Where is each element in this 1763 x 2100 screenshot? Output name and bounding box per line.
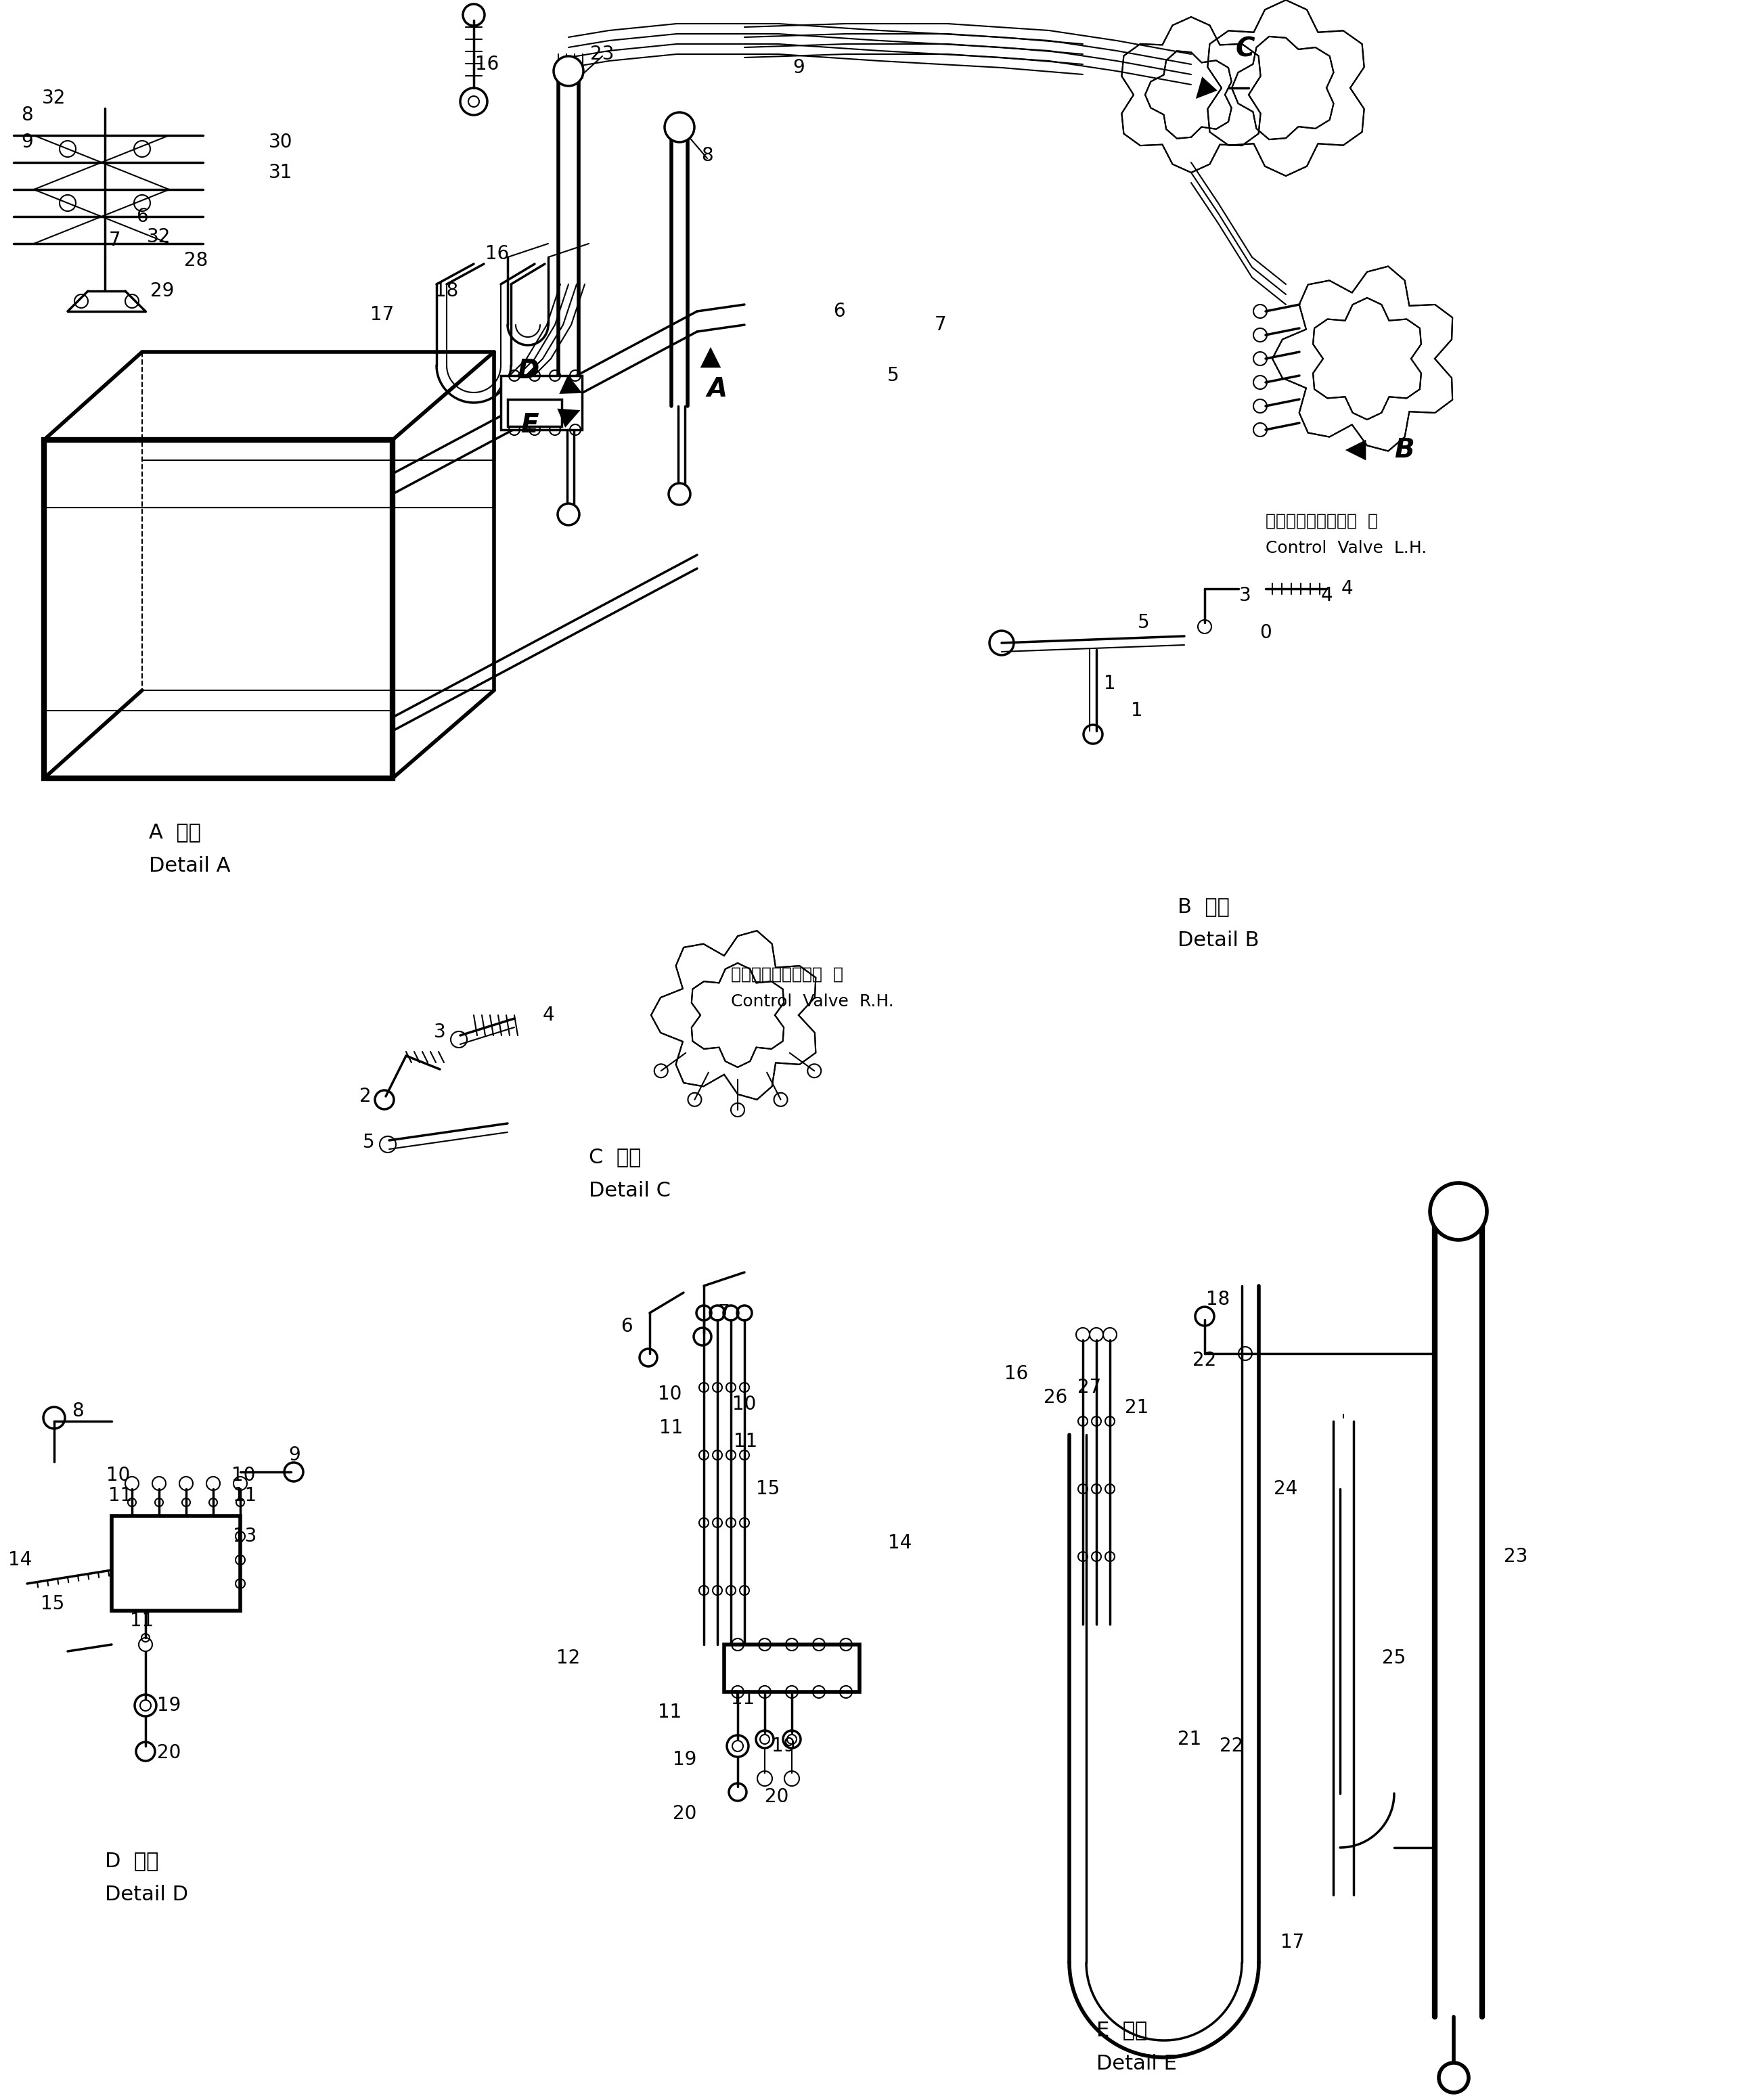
Text: 1: 1 (1104, 674, 1116, 693)
Text: 11: 11 (130, 1611, 153, 1630)
Text: 6: 6 (834, 302, 844, 321)
Text: 8: 8 (702, 147, 714, 166)
Text: 16: 16 (485, 244, 510, 262)
Text: 31: 31 (270, 164, 293, 183)
Text: 9: 9 (289, 1445, 300, 1464)
Text: 19: 19 (157, 1697, 182, 1716)
Text: A: A (707, 376, 728, 401)
Text: 17: 17 (370, 304, 395, 323)
Text: 4: 4 (543, 1006, 554, 1025)
Text: 17: 17 (1280, 1932, 1305, 1951)
Text: 15: 15 (756, 1478, 779, 1499)
Text: E: E (520, 412, 538, 439)
Text: 6: 6 (621, 1317, 633, 1336)
Text: 6: 6 (136, 208, 148, 227)
Text: 26: 26 (1044, 1388, 1068, 1407)
Text: A  詳細: A 詳細 (148, 823, 201, 842)
Text: 3: 3 (434, 1023, 446, 1042)
Text: 10: 10 (732, 1394, 756, 1413)
Text: 24: 24 (1275, 1478, 1298, 1499)
Text: 25: 25 (1382, 1648, 1407, 1667)
Text: 0: 0 (1259, 624, 1271, 643)
Bar (501, 376, 582, 430)
Text: D: D (517, 357, 539, 384)
Text: 4: 4 (1342, 580, 1352, 598)
Text: 5: 5 (363, 1132, 376, 1153)
Text: 10: 10 (231, 1466, 256, 1485)
Text: 30: 30 (268, 132, 293, 151)
Text: 12: 12 (557, 1648, 580, 1667)
Text: 8: 8 (72, 1401, 85, 1420)
Text: 7: 7 (934, 315, 947, 334)
Text: 19: 19 (772, 1737, 795, 1756)
Text: 1: 1 (1132, 701, 1142, 720)
Circle shape (665, 111, 695, 143)
Text: 9: 9 (21, 132, 33, 151)
Text: 18: 18 (435, 281, 458, 300)
Text: 21: 21 (1125, 1399, 1149, 1418)
Text: Detail D: Detail D (106, 1886, 189, 1905)
Text: コントロールバルブ  右: コントロールバルブ 右 (732, 966, 843, 983)
Text: Detail A: Detail A (148, 857, 231, 876)
Text: 7: 7 (718, 1304, 730, 1323)
Text: 32: 32 (42, 88, 67, 107)
Text: 11: 11 (233, 1487, 257, 1506)
Text: コントロールバルブ  左: コントロールバルブ 左 (1266, 512, 1379, 529)
Text: Detail E: Detail E (1097, 2054, 1178, 2075)
Text: C  詳細: C 詳細 (589, 1147, 642, 1168)
Text: 14: 14 (889, 1533, 911, 1552)
Text: Control  Valve  R.H.: Control Valve R.H. (732, 993, 894, 1010)
Text: 2: 2 (360, 1088, 372, 1107)
Text: 29: 29 (150, 281, 175, 300)
Text: 22: 22 (1220, 1737, 1243, 1756)
Text: 27: 27 (1077, 1378, 1102, 1396)
Text: E  詳細: E 詳細 (1097, 2020, 1148, 2039)
Bar (508, 399, 562, 426)
Text: 16: 16 (1005, 1365, 1028, 1384)
Text: Detail B: Detail B (1178, 930, 1259, 951)
Bar (725, 1644, 860, 1693)
Text: 20: 20 (673, 1804, 696, 1823)
Text: 5: 5 (1137, 613, 1149, 632)
Text: 11: 11 (109, 1487, 132, 1506)
Text: 20: 20 (157, 1743, 182, 1762)
Text: 22: 22 (1194, 1350, 1216, 1369)
Text: 23: 23 (591, 44, 614, 63)
Text: 3: 3 (1239, 586, 1252, 605)
Text: 10: 10 (658, 1384, 682, 1403)
Bar (111, 1516, 240, 1611)
Text: 13: 13 (233, 1527, 257, 1546)
Text: B: B (1395, 437, 1414, 462)
Text: 8: 8 (21, 105, 33, 124)
Text: 11: 11 (659, 1418, 684, 1436)
Circle shape (1439, 2062, 1469, 2092)
Text: 20: 20 (765, 1787, 788, 1806)
Text: C: C (1236, 36, 1255, 61)
Circle shape (1430, 1182, 1486, 1239)
Text: 11: 11 (732, 1688, 755, 1707)
Text: 11: 11 (733, 1432, 758, 1451)
Text: 7: 7 (109, 231, 122, 250)
Text: Control  Valve  L.H.: Control Valve L.H. (1266, 540, 1426, 557)
Text: 10: 10 (106, 1466, 130, 1485)
Text: Detail C: Detail C (589, 1182, 670, 1201)
Text: D  詳細: D 詳細 (106, 1852, 159, 1871)
Text: 32: 32 (146, 227, 171, 246)
Text: B  詳細: B 詳細 (1178, 897, 1229, 918)
Text: 18: 18 (1206, 1289, 1231, 1308)
Text: 16: 16 (476, 55, 499, 74)
Text: 5: 5 (887, 365, 899, 384)
Text: 19: 19 (673, 1749, 696, 1768)
Text: 28: 28 (185, 252, 208, 271)
Circle shape (554, 57, 584, 86)
Circle shape (557, 504, 580, 525)
Text: 21: 21 (1178, 1730, 1202, 1749)
Text: 15: 15 (41, 1594, 65, 1613)
Text: 9: 9 (793, 59, 804, 78)
Text: 4: 4 (1320, 586, 1333, 605)
Circle shape (668, 483, 691, 504)
Text: 14: 14 (9, 1550, 32, 1569)
Text: 11: 11 (658, 1703, 682, 1722)
Text: 23: 23 (1504, 1548, 1529, 1567)
